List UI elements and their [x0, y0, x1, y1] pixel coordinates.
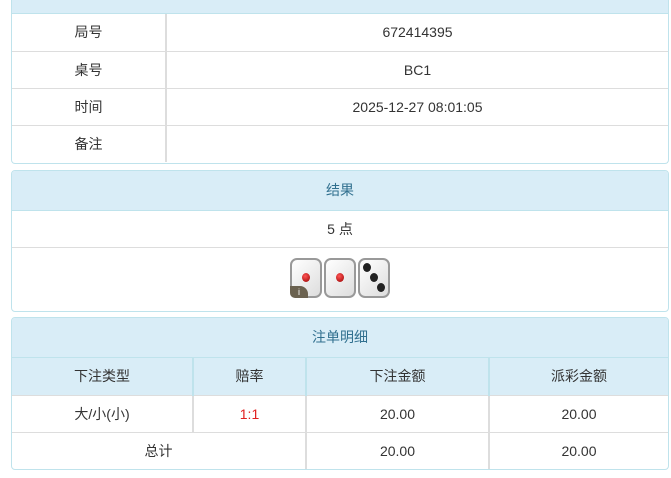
pip: [363, 263, 371, 272]
payout: 20.00: [488, 394, 668, 432]
odds: 1:1: [192, 394, 306, 432]
total-row: 总计 20.00 20.00: [12, 431, 668, 469]
pip: [336, 273, 344, 282]
table-row: 大/小(小) 1:1 20.00 20.00: [12, 394, 668, 432]
label: 局号: [74, 24, 103, 41]
table-number: BC1: [165, 50, 668, 88]
round-number: 672414395: [165, 14, 668, 51]
bet-type: 大/小(小): [12, 394, 193, 432]
info-icon[interactable]: i: [290, 286, 308, 298]
pip: [370, 273, 378, 282]
result-points: 5 点: [12, 211, 668, 248]
result-title: 结果: [12, 171, 668, 211]
label: 桌号: [12, 50, 166, 88]
time: 2025-12-27 08:01:05: [165, 87, 668, 125]
col-bet-amount: 下注金额: [305, 358, 489, 395]
info-row: 局号 672414395: [12, 14, 668, 51]
col-payout: 派彩金额: [488, 358, 668, 395]
panel-header: [12, 0, 668, 14]
result-panel: 结果 5 点 i: [11, 170, 669, 312]
dice-row: i: [12, 248, 668, 298]
total-label: 总计: [12, 431, 306, 469]
die-1: i: [290, 258, 322, 298]
info-row: 时间 2025-12-27 08:01:05: [12, 87, 668, 125]
label: 备注: [12, 124, 166, 162]
total-amount: 20.00: [305, 431, 489, 469]
bet-amount: 20.00: [305, 394, 489, 432]
total-payout: 20.00: [488, 431, 668, 469]
table-header: 下注类型 赔率 下注金额 派彩金额: [12, 358, 668, 395]
bet-detail-panel: 注单明细 下注类型 赔率 下注金额 派彩金额 大/小(小) 1:1 20.00 …: [11, 317, 669, 470]
info-row: 备注: [12, 124, 668, 162]
die-3: [358, 258, 390, 298]
label: 时间: [12, 87, 166, 125]
round-info-panel: 局号 672414395 桌号 BC1 时间 2025-12-27 08:01:05 …: [11, 0, 669, 164]
col-bet-type: 下注类型: [12, 358, 193, 395]
pip: [302, 273, 310, 282]
remark: [165, 124, 668, 162]
col-odds: 赔率: [192, 358, 306, 395]
info-row: 桌号 BC1: [12, 50, 668, 88]
die-1: [324, 258, 356, 298]
bet-detail-title: 注单明细: [12, 318, 668, 358]
pip: [377, 283, 385, 292]
